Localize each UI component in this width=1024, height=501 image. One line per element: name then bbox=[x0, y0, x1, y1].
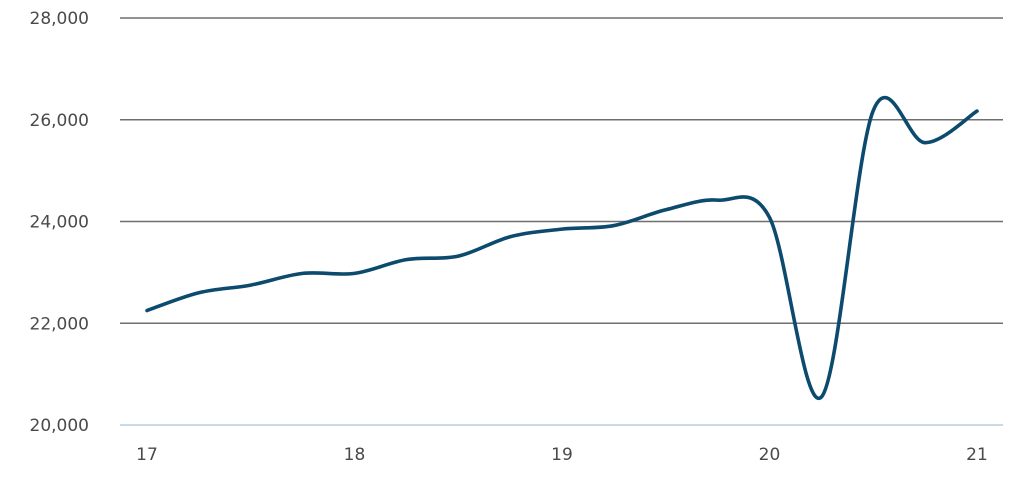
series-line bbox=[145, 95, 979, 401]
y-tick-label: 22,000 bbox=[30, 314, 89, 334]
y-tick-label: 24,000 bbox=[30, 213, 89, 233]
x-tick-label: 21 bbox=[966, 445, 988, 465]
y-tick-label: 28,000 bbox=[30, 9, 89, 29]
x-tick-label: 19 bbox=[551, 445, 573, 465]
x-tick-label: 20 bbox=[759, 445, 781, 465]
series-layer bbox=[145, 95, 979, 401]
x-tick-label: 18 bbox=[344, 445, 366, 465]
y-axis-tick-labels: 20,000 22,000 24,000 26,000 28,000 bbox=[30, 9, 89, 436]
x-axis-tick-labels: 17 18 19 20 21 bbox=[136, 445, 988, 465]
x-tick-label: 17 bbox=[136, 445, 158, 465]
gridlines bbox=[120, 17, 1003, 426]
y-tick-label: 26,000 bbox=[30, 111, 89, 131]
y-tick-label: 20,000 bbox=[30, 416, 89, 436]
